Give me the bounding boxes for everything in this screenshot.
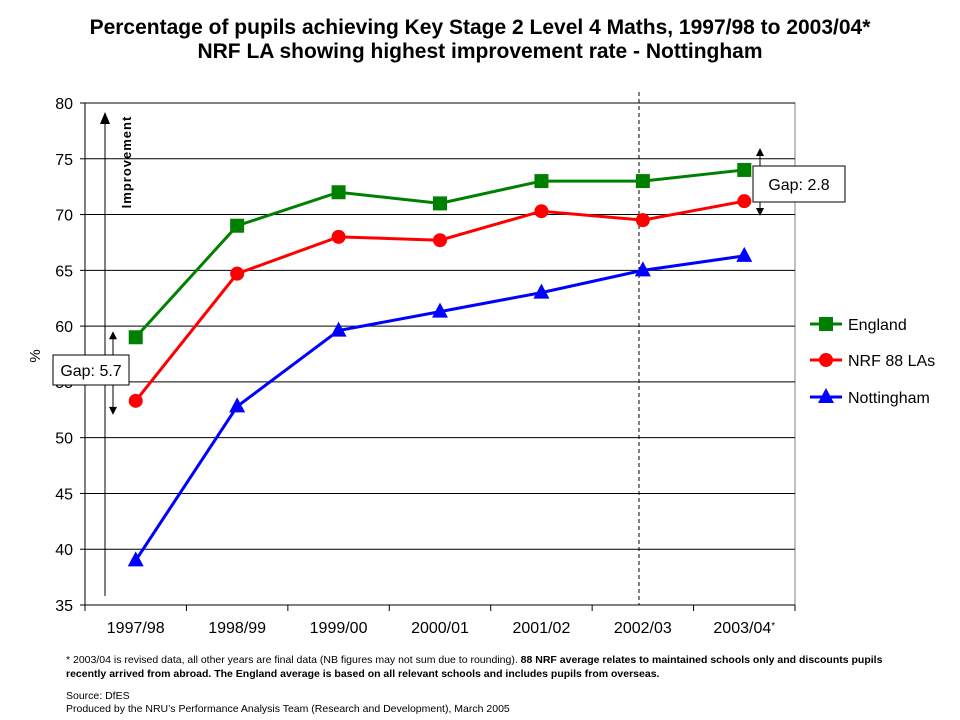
data-point-nrf-88-las — [737, 194, 752, 209]
legend-marker-nrf-88-las — [819, 353, 833, 367]
x-tick-label: 1997/98 — [107, 620, 165, 637]
series-line-nrf-88-las — [134, 199, 745, 402]
data-point-england — [635, 174, 650, 189]
data-point-nrf-88-las — [128, 393, 143, 408]
footnote: * 2003/04 is revised data, all other yea… — [66, 653, 886, 681]
footnote-bold: 88 NRF average relates to maintained sch… — [66, 654, 883, 680]
gap-end-arrow-head-up — [756, 148, 764, 156]
data-point-nottingham — [634, 261, 651, 277]
data-point-nottingham — [229, 397, 246, 413]
gap-end-label: Gap: 2.8 — [768, 177, 829, 194]
y-tick-label: 80 — [55, 96, 73, 113]
gap-start-arrow-head-down — [109, 406, 117, 415]
improvement-arrow-head — [100, 112, 110, 124]
legend-label-nrf-88-las: NRF 88 LAs — [848, 353, 935, 370]
data-point-england — [737, 162, 752, 177]
gap-start-arrow-head-up — [109, 331, 117, 340]
data-point-nrf-88-las — [331, 229, 346, 244]
y-tick-label: 75 — [55, 152, 73, 169]
annotations: Improvement Gap: 5.7 Gap: 2.8 — [52, 92, 846, 605]
data-point-nrf-88-las — [433, 233, 447, 248]
series — [127, 162, 753, 567]
data-point-england — [331, 185, 346, 200]
data-point-england — [433, 196, 447, 211]
data-point-nottingham — [127, 551, 144, 567]
gap-start-label: Gap: 5.7 — [60, 363, 121, 380]
data-point-nrf-88-las — [635, 213, 650, 228]
gap-start-box — [52, 354, 130, 386]
produced-by-note: Produced by the NRU’s Performance Analys… — [66, 703, 510, 715]
x-tick-label: 1998/99 — [208, 620, 266, 637]
y-tick-label: 35 — [55, 598, 73, 615]
footnote-plain: * 2003/04 is revised data, all other yea… — [66, 654, 518, 666]
legend-label-england: England — [848, 317, 907, 334]
data-point-nrf-88-las — [230, 266, 245, 281]
legend-label-nottingham: Nottingham — [848, 390, 930, 407]
legend: England NRF 88 LAs Nottingham — [810, 317, 935, 407]
x-tick-label: 1999/00 — [310, 620, 368, 637]
x-tick-label: 2001/02 — [513, 620, 571, 637]
x-tick-label: 2002/03 — [614, 620, 672, 637]
plot-area — [84, 102, 796, 606]
gap-end-box — [752, 165, 846, 203]
y-tick-label: 45 — [55, 486, 73, 503]
y-axis-label: % — [27, 349, 44, 362]
chart-title: Percentage of pupils achieving Key Stage… — [89, 16, 871, 39]
y-tick-label: 70 — [55, 208, 73, 225]
data-point-nrf-88-las — [534, 204, 549, 219]
data-point-england — [230, 218, 245, 233]
gap-end-arrow-head-down — [756, 208, 764, 216]
series-line-nottingham — [134, 254, 745, 562]
data-point-england — [534, 174, 549, 189]
data-point-nottingham — [736, 246, 753, 262]
chart-subtitle: NRF LA showing highest improvement rate … — [197, 40, 763, 63]
y-tick-label: 65 — [55, 263, 73, 280]
source-note: Source: DfES — [66, 690, 130, 702]
data-point-nottingham — [533, 283, 550, 299]
y-tick-label: 50 — [55, 431, 73, 448]
gridlines — [84, 102, 796, 606]
legend-marker-nottingham — [818, 388, 834, 403]
legend-marker-england — [819, 317, 833, 331]
improvement-label: Improvement — [119, 116, 134, 209]
data-point-england — [128, 330, 143, 345]
data-point-nottingham — [330, 321, 347, 337]
x-tick-label: 2000/01 — [411, 620, 469, 637]
y-tick-label: 60 — [55, 319, 73, 336]
x-tick-label: 2003/04* — [713, 620, 775, 637]
data-point-nottingham — [432, 302, 448, 318]
y-tick-label: 40 — [55, 542, 73, 559]
